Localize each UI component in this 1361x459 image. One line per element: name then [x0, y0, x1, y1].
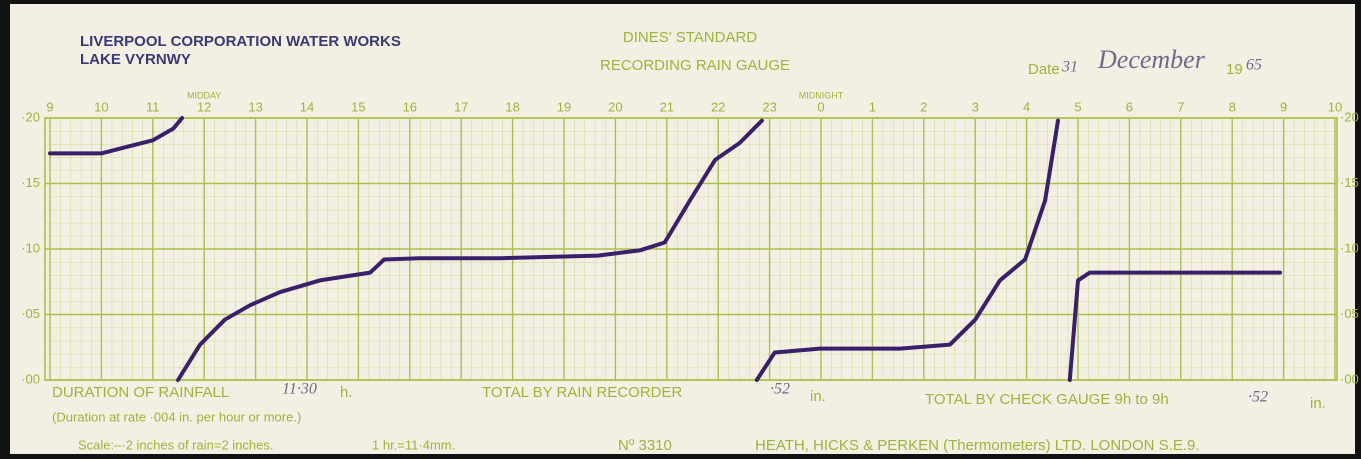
y-tick-label: ·00: [21, 371, 40, 386]
x-tick-label: 19: [557, 99, 571, 114]
x-tick-label: 4: [1023, 99, 1030, 114]
rain-trace: [48, 116, 1282, 382]
check-unit: in.: [1310, 395, 1326, 412]
y-tick-label-right: ·10: [1340, 240, 1359, 255]
check-total: ·52: [1248, 389, 1268, 406]
x-tick-label: 0: [817, 99, 824, 114]
y-tick-label: ·10: [21, 240, 40, 255]
plot: ·00·00·05·05·10·10·15·15·20·209 10 11 12 13 1…: [21, 90, 1359, 386]
recorder-unit: in.: [810, 388, 826, 405]
y-tick-label-right: ·15: [1340, 175, 1359, 190]
org: LIVERPOOL CORPORATION WATER WORKS: [80, 33, 401, 50]
day: 31: [1061, 59, 1078, 76]
date-label: Date: [1028, 61, 1060, 78]
century: 19: [1226, 61, 1243, 78]
x-tick-label: 1: [869, 99, 876, 114]
x-tick-label: 13: [248, 99, 262, 114]
y-tick-label: ·05: [21, 306, 40, 321]
x-tick-label: 17: [454, 99, 468, 114]
x-tick-label: 12: [197, 99, 211, 114]
scale: Scale:–·2 inches of rain=2 inches.: [78, 437, 273, 452]
x-tick-label: 7: [1177, 99, 1184, 114]
recorder-label: TOTAL BY RAIN RECORDER: [482, 384, 682, 401]
x-tick-label: 20: [608, 99, 622, 114]
x-tick-label: 6: [1126, 99, 1133, 114]
maker: HEATH, HICKS & PERKEN (Thermometers) LTD…: [755, 437, 1200, 454]
year: 65: [1246, 57, 1262, 74]
annotation: MIDDAY: [187, 90, 221, 100]
place: LAKE VYRNWY: [80, 51, 191, 68]
rate-note: (Duration at rate ·004 in. per hour or m…: [52, 409, 301, 424]
x-tick-label: 5: [1074, 99, 1081, 114]
x-tick-label: 10: [1328, 99, 1342, 114]
annotation: MIDNIGHT: [799, 90, 844, 100]
check-label: TOTAL BY CHECK GAUGE 9h to 9h: [925, 391, 1169, 408]
x-tick-label: 14: [300, 99, 314, 114]
x-tick-label: 10: [94, 99, 108, 114]
x-tick-label: 15: [351, 99, 365, 114]
x-tick-label: 16: [403, 99, 417, 114]
y-tick-label: ·20: [21, 109, 40, 124]
x-tick-label: 22: [711, 99, 725, 114]
y-tick-label-right: ·05: [1340, 306, 1359, 321]
month: December: [1097, 45, 1206, 74]
x-tick-label: 9: [1280, 99, 1287, 114]
x-tick-label: 2: [920, 99, 927, 114]
y-tick-label: ·15: [21, 175, 40, 190]
x-tick-label: 21: [660, 99, 674, 114]
number: Nº 3310: [618, 437, 672, 454]
instrument: RECORDING RAIN GAUGE: [600, 57, 790, 74]
recorder-total: ·52: [770, 381, 790, 398]
duration-unit: h.: [340, 384, 353, 401]
x-tick-label: 11: [146, 99, 160, 114]
y-tick-label-right: ·00: [1340, 371, 1359, 386]
y-tick-label-right: ·20: [1340, 109, 1359, 124]
hour-scale: 1 hr.=11·4mm.: [372, 437, 455, 452]
x-tick-label: 23: [762, 99, 776, 114]
x-tick-label: 18: [505, 99, 519, 114]
duration-label: DURATION OF RAINFALL: [52, 384, 229, 401]
duration: 11·30: [282, 381, 317, 398]
x-tick-label: 3: [972, 99, 979, 114]
x-tick-label: 9: [46, 99, 53, 114]
x-tick-label: 8: [1229, 99, 1236, 114]
plot-frame: [44, 117, 1338, 381]
standard: DINES' STANDARD: [623, 29, 757, 46]
